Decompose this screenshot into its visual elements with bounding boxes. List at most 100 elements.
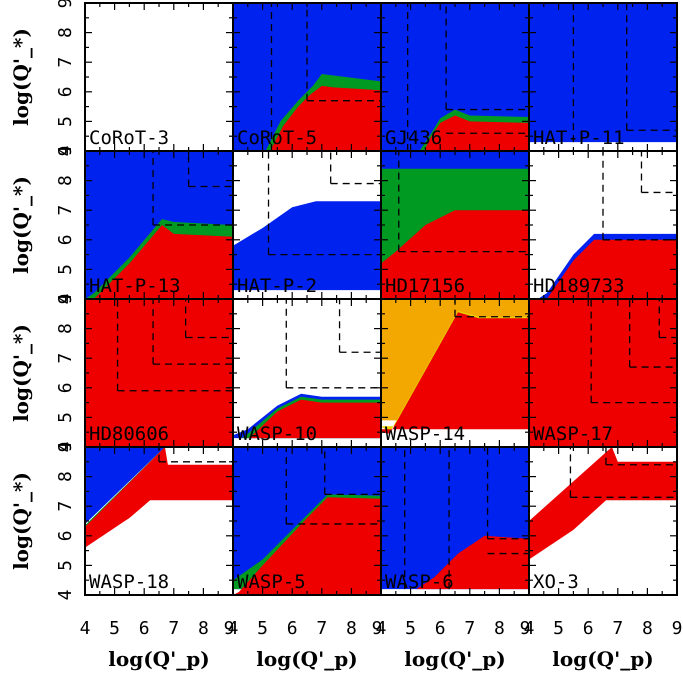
y-tick-label: 9 [55, 0, 76, 8]
region-blue [85, 447, 165, 524]
x-axis-label: log(Q'_p) [552, 647, 653, 671]
y-axis-label: log(Q'_*) [9, 472, 33, 570]
y-axis-labels: log(Q'_*) log(Q'_*) log(Q'_*) log(Q'_*) [9, 28, 33, 570]
y-tick-label: 8 [55, 471, 76, 482]
y-tick-label: 5 [55, 560, 76, 571]
panel-label: HAT-P-13 [89, 275, 181, 297]
y-tick-label: 4 [55, 442, 76, 453]
panel-plot-area [529, 299, 677, 447]
region-red [529, 447, 677, 560]
y-tick-label: 6 [55, 382, 76, 393]
panel-plot-area [529, 3, 677, 151]
panel-plot-area [381, 299, 529, 447]
y-tick-label: 8 [55, 27, 76, 38]
panel-corot-3: CoRoT-3 [84, 2, 234, 152]
region-red [416, 535, 529, 590]
panel-frame [528, 446, 678, 596]
panel-label: WASP-10 [237, 423, 317, 445]
y-tick-label: 6 [55, 234, 76, 245]
x-tick-label: 6 [287, 618, 298, 639]
panel-label: GJ436 [385, 127, 442, 149]
panel-label: HAT-P-11 [533, 127, 625, 149]
y-tick-label: 8 [55, 175, 76, 186]
panel-hat-p-11: HAT-P-11 [528, 2, 678, 152]
panel-label: XO-3 [533, 571, 579, 593]
x-tick-label: 8 [494, 618, 505, 639]
x-tick-label: 6 [435, 618, 446, 639]
panel-label: WASP-6 [385, 571, 454, 593]
panel-hd80606: HD80606 [84, 298, 234, 448]
panel-grid: CoRoT-3 CoRoT-5 GJ436 HAT-P-11 HAT-P-13 HAT-P… [84, 2, 678, 596]
y-tick-label: 4 [55, 146, 76, 157]
region-red [529, 239, 677, 299]
panel-label: WASP-18 [89, 571, 169, 593]
x-tick-label: 9 [672, 618, 683, 639]
panel-background [85, 3, 233, 151]
x-tick-label: 5 [553, 618, 564, 639]
x-tick-label: 9 [224, 618, 235, 639]
y-tick-label: 5 [55, 264, 76, 275]
x-tick-label: 8 [642, 618, 653, 639]
panel-plot-area [233, 3, 381, 151]
y-tick-label: 4 [55, 590, 76, 601]
x-axis-label: log(Q'_p) [404, 647, 505, 671]
panel-wasp-14: WASP-14 [380, 298, 530, 448]
x-tick-label: 8 [346, 618, 357, 639]
y-tick-label: 5 [55, 412, 76, 423]
region-red [85, 299, 233, 447]
panel-plot-area [529, 447, 677, 595]
panel-label: WASP-14 [385, 423, 465, 445]
y-tick-label: 6 [55, 530, 76, 541]
panel-label: CoRoT-5 [237, 127, 317, 149]
panel-plot-area [85, 447, 233, 595]
region-blue [233, 201, 381, 291]
region-red [233, 497, 381, 595]
y-tick-label: 7 [55, 501, 76, 512]
x-tick-label: 6 [583, 618, 594, 639]
x-tick-label: 4 [524, 618, 535, 639]
panel-label: HD189733 [533, 275, 625, 297]
panel-plot-area [85, 3, 233, 151]
panel-label: HD17156 [385, 275, 465, 297]
y-tick-label: 4 [55, 294, 76, 305]
panel-label: CoRoT-3 [89, 127, 169, 149]
panel-hat-p-13: HAT-P-13 [84, 150, 234, 300]
region-red [85, 447, 233, 548]
region-red [381, 210, 529, 299]
panel-wasp-18: WASP-18 [84, 446, 234, 596]
x-tick-label: 7 [464, 618, 475, 639]
panel-plot-area [529, 151, 677, 299]
panel-plot-area [381, 151, 529, 299]
y-axis-label: log(Q'_*) [9, 324, 33, 422]
region-red [85, 225, 233, 299]
x-tick-label: 7 [168, 618, 179, 639]
y-tick-label: 6 [55, 86, 76, 97]
panel-corot-5: CoRoT-5 [232, 2, 382, 152]
panel-xo-3: XO-3 [528, 446, 678, 596]
x-tick-label: 8 [198, 618, 209, 639]
x-tick-labels: 4 5 6 7 8 4 5 6 7 8 4 5 6 7 8 4 5 6 7 8 99 9 9 [80, 618, 683, 639]
x-tick-label: 5 [257, 618, 268, 639]
x-tick-label: 4 [80, 618, 91, 639]
x-axis-label: log(Q'_p) [256, 647, 357, 671]
x-axis-label: log(Q'_p) [108, 647, 209, 671]
y-tick-label: 9 [55, 294, 76, 305]
panel-plot-area [233, 447, 381, 595]
panel-wasp-5: WASP-5 [232, 446, 382, 596]
y-tick-label: 7 [55, 205, 76, 216]
panel-gj436: GJ436 [380, 2, 530, 152]
region-red [529, 299, 677, 447]
panel-wasp-17: WASP-17 [528, 298, 678, 448]
panel-plot-area [381, 3, 529, 151]
x-tick-label: 4 [376, 618, 387, 639]
y-tick-label: 9 [55, 146, 76, 157]
x-tick-label: 4 [228, 618, 239, 639]
panel-hat-p-2: HAT-P-2 [232, 150, 382, 300]
y-tick-label: 7 [55, 57, 76, 68]
y-tick-label: 5 [55, 116, 76, 127]
x-axis-labels: log(Q'_p) log(Q'_p) log(Q'_p) log(Q'_p) [108, 647, 653, 671]
panel-label: WASP-5 [237, 571, 306, 593]
region-blue [529, 3, 677, 143]
